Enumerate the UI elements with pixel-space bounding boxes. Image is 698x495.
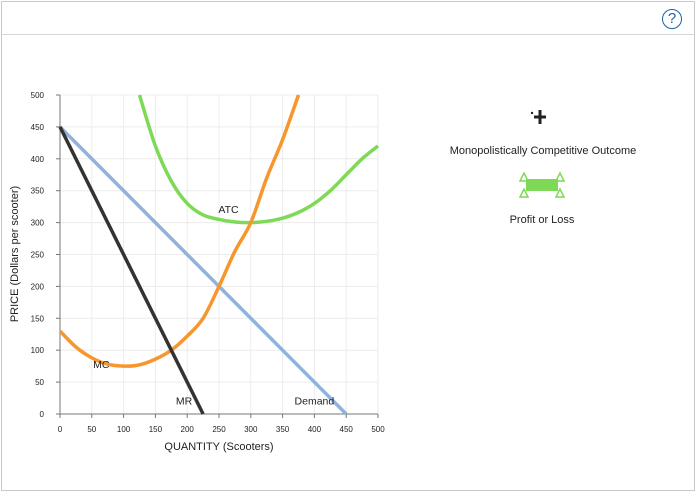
x-tick-label: 100 — [117, 425, 131, 434]
x-tick-label: 350 — [276, 425, 290, 434]
y-tick-label: 200 — [31, 282, 45, 291]
panel-toolbar: ? — [2, 2, 694, 35]
curve-label-atc: ATC — [218, 204, 239, 216]
curve-label-mc: MC — [93, 359, 110, 371]
y-tick-label: 350 — [31, 187, 45, 196]
y-axis-title: PRICE (Dollars per scooter) — [9, 186, 21, 322]
tool-profit-loss-label: Profit or Loss — [510, 214, 575, 226]
curves[interactable] — [58, 94, 380, 416]
x-tick-label: 200 — [181, 425, 195, 434]
y-tick-label: 0 — [40, 410, 45, 419]
x-tick-label: 50 — [87, 425, 96, 434]
y-tick-label: 50 — [35, 378, 44, 387]
y-tick-label: 250 — [31, 251, 45, 260]
curve-mr[interactable] — [58, 126, 205, 415]
x-tick-label: 500 — [371, 425, 385, 434]
tick-labels: 0 50 100 150 200 250 300 350 400 450 500 0 50 100 150 2… — [31, 91, 386, 434]
y-tick-label: 450 — [31, 123, 45, 132]
x-axis-title: QUANTITY (Scooters) — [164, 441, 273, 453]
curve-atc[interactable] — [137, 94, 380, 225]
y-tick-label: 500 — [31, 91, 45, 100]
help-icon[interactable]: ? — [662, 9, 682, 29]
y-tick-label: 150 — [31, 314, 45, 323]
x-tick-label: 300 — [244, 425, 258, 434]
axes — [56, 94, 379, 418]
tool-outcome[interactable]: Monopolistically Competitive Outcome — [450, 110, 636, 157]
tool-outcome-label: Monopolistically Competitive Outcome — [450, 145, 636, 157]
y-tick-label: 400 — [31, 155, 45, 164]
x-tick-label: 0 — [58, 425, 63, 434]
curve-demand[interactable] — [58, 125, 348, 416]
y-tick-label: 100 — [31, 346, 45, 355]
curve-label-mr: MR — [176, 395, 193, 407]
x-tick-label: 250 — [212, 425, 226, 434]
x-tick-label: 400 — [308, 425, 322, 434]
tool-profit-loss[interactable]: Profit or Loss — [510, 171, 575, 226]
plus-point-icon[interactable] — [530, 110, 546, 124]
profit-area-icon[interactable] — [518, 171, 566, 198]
curve-label-demand: Demand — [295, 395, 335, 407]
x-tick-label: 450 — [340, 425, 354, 434]
x-tick-label: 150 — [149, 425, 163, 434]
curve-labels: ATC MC MR Demand — [93, 204, 334, 407]
y-tick-label: 300 — [31, 219, 45, 228]
curve-mc[interactable] — [58, 94, 301, 368]
